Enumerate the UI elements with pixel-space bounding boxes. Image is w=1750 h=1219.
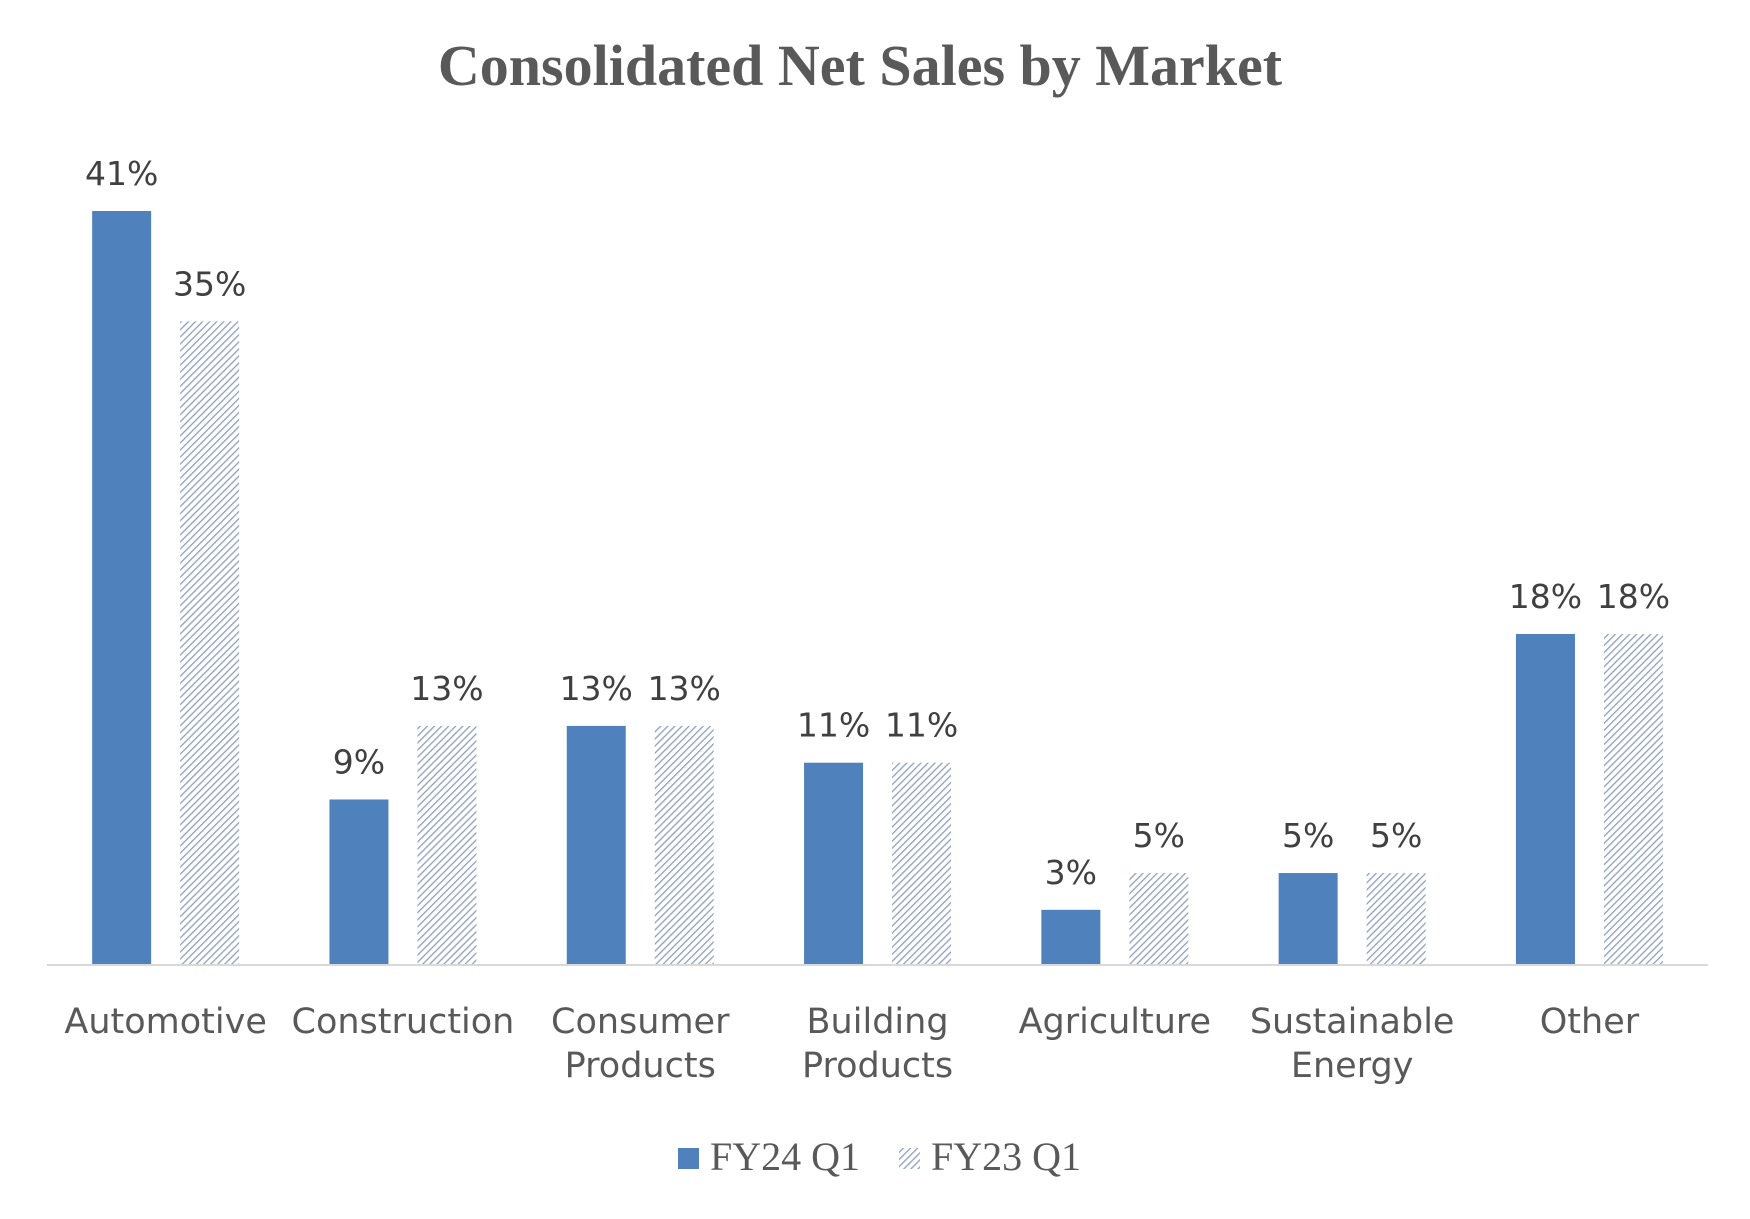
category-label-2-1: Products [565, 1046, 716, 1086]
data-label-fy23-1: 13% [410, 669, 483, 708]
data-label-fy24-5: 5% [1282, 816, 1334, 855]
bar-fy24-0 [92, 211, 152, 965]
category-label-5-0: Sustainable [1250, 1002, 1455, 1042]
data-label-fy23-2: 13% [648, 669, 721, 708]
legend-label-fy23: FY23 Q1 [931, 1134, 1081, 1179]
bars-layer [92, 211, 1663, 966]
bar-fy24-2 [566, 725, 626, 965]
category-label-3-0: Building [807, 1002, 949, 1042]
category-label-0-0: Automotive [64, 1002, 266, 1042]
legend-swatch-fy24 [678, 1148, 699, 1169]
bar-fy23-6 [1603, 633, 1663, 965]
bar-fy23-3 [892, 762, 952, 965]
legend-swatch-fy23 [899, 1148, 920, 1169]
bar-fy23-1 [417, 725, 477, 965]
category-label-4-0: Agriculture [1019, 1002, 1211, 1042]
data-label-fy24-6: 18% [1509, 577, 1582, 616]
legend: FY24 Q1 FY23 Q1 [678, 1134, 1081, 1179]
category-label-3-1: Products [802, 1046, 953, 1086]
legend-label-fy24: FY24 Q1 [710, 1134, 860, 1179]
data-label-fy24-4: 3% [1045, 853, 1097, 892]
bar-fy23-0 [180, 321, 240, 966]
category-label-6-0: Other [1540, 1002, 1640, 1042]
data-label-fy23-0: 35% [173, 264, 246, 303]
data-label-fy24-3: 11% [797, 706, 870, 745]
bar-fy23-5 [1366, 873, 1426, 965]
data-label-fy23-4: 5% [1133, 816, 1185, 855]
bar-fy24-6 [1515, 633, 1575, 965]
data-label-fy24-1: 9% [333, 742, 385, 781]
labels-layer: 41% 35% Automotive 9% 13% Construction 13% 13% C… [64, 154, 1670, 1086]
bar-fy23-2 [654, 725, 714, 965]
bar-fy24-3 [804, 762, 864, 965]
category-label-5-1: Energy [1291, 1046, 1414, 1086]
data-label-fy24-0: 41% [85, 154, 158, 193]
bar-fy23-4 [1129, 873, 1189, 965]
data-label-fy24-2: 13% [560, 669, 633, 708]
bar-fy24-5 [1278, 873, 1338, 965]
bar-fy24-1 [329, 799, 389, 965]
bar-fy24-4 [1041, 909, 1101, 965]
category-label-2-0: Consumer [551, 1002, 730, 1042]
data-label-fy23-6: 18% [1597, 577, 1670, 616]
chart-title: Consolidated Net Sales by Market [438, 33, 1283, 98]
data-label-fy23-5: 5% [1370, 816, 1422, 855]
category-label-1-0: Construction [292, 1002, 515, 1042]
data-label-fy23-3: 11% [885, 706, 958, 745]
